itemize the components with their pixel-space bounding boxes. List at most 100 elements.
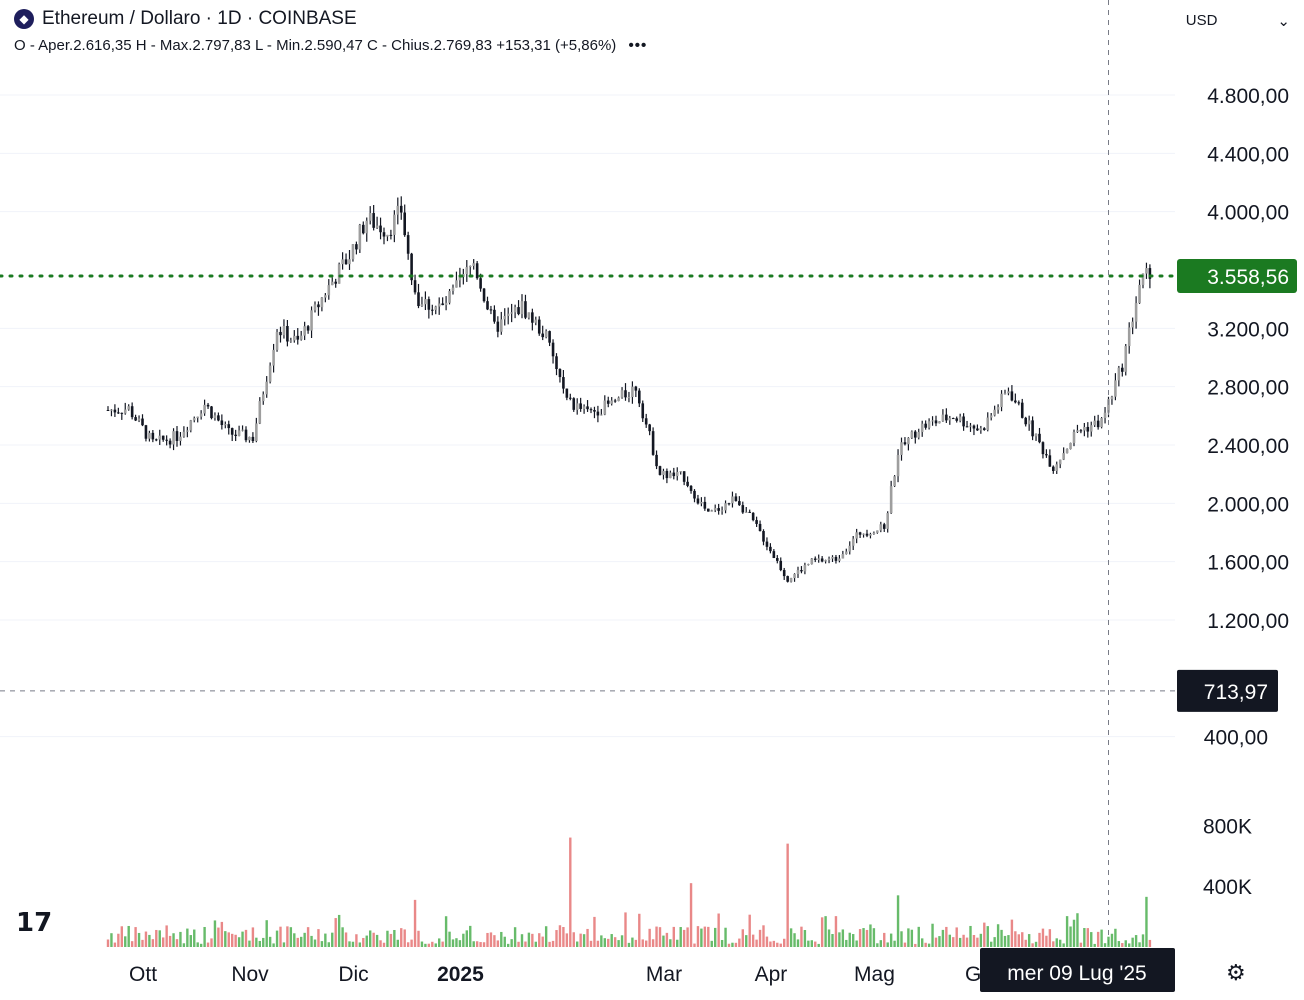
volume-bar	[679, 927, 682, 947]
volume-bar	[1086, 928, 1089, 947]
gear-icon[interactable]: ⚙	[1226, 960, 1246, 985]
crosshair-date-badge	[980, 948, 1175, 992]
candle-body	[513, 307, 517, 313]
volume-tick-label: 400K	[1203, 876, 1252, 899]
time-tick-label: Mar	[646, 963, 682, 986]
volume-bar	[1055, 938, 1058, 947]
volume-bar	[717, 913, 720, 947]
volume-bar	[996, 924, 1000, 947]
candle-body	[579, 403, 582, 409]
candle-body	[1072, 431, 1076, 443]
candle-body	[565, 388, 569, 398]
volume-bar	[455, 938, 458, 947]
volume-bar	[1076, 913, 1079, 947]
volume-bar	[151, 939, 155, 947]
candle-body	[765, 541, 769, 547]
candle-body	[1045, 454, 1048, 456]
volume-bar	[1065, 916, 1069, 947]
candle-body	[344, 259, 348, 265]
volume-bar	[593, 916, 596, 947]
volume-bar	[1148, 939, 1152, 947]
candle-body	[810, 558, 814, 565]
volume-bar	[1062, 943, 1065, 947]
candle-body	[220, 420, 224, 426]
volume-bar	[165, 925, 168, 947]
volume-bar	[320, 941, 324, 947]
currency-selector[interactable]: USD ⌄	[1186, 12, 1290, 30]
candle-body	[610, 400, 613, 404]
candle-body	[355, 244, 358, 250]
more-options-button[interactable]: •••	[628, 37, 648, 54]
candle-body	[479, 278, 482, 289]
volume-bar	[134, 927, 137, 947]
volume-bar	[596, 940, 600, 947]
candle-body	[1020, 402, 1024, 418]
volume-bar	[203, 926, 206, 947]
volume-bar	[337, 914, 341, 947]
volume-bar	[168, 935, 172, 947]
time-axis[interactable]: OttNovDic2025MarAprMagGiu	[129, 963, 998, 986]
volume-bar	[586, 928, 589, 947]
volume-bar	[217, 927, 220, 947]
candle-body	[1096, 420, 1100, 428]
candle-body	[372, 213, 375, 228]
candle-body	[320, 297, 324, 308]
candle-body	[196, 416, 199, 419]
candle-body	[441, 303, 444, 306]
volume-bar	[620, 935, 624, 947]
candle-body	[807, 564, 810, 566]
candle-body	[155, 439, 158, 441]
candle-body	[472, 263, 475, 266]
volume-bar	[855, 940, 858, 947]
volume-bar	[613, 937, 617, 947]
volume-bar	[441, 941, 444, 947]
volume-bar	[793, 933, 796, 947]
volume-bar	[872, 928, 876, 947]
volume-bar	[275, 930, 279, 947]
volume-bar	[444, 916, 448, 947]
volume-bar	[1117, 941, 1121, 947]
price-tick-label: 2.800,00	[1207, 377, 1289, 400]
candle-body	[951, 418, 955, 420]
candle-body	[310, 310, 313, 331]
candle-body	[1100, 418, 1103, 428]
candle-body	[986, 417, 990, 430]
volume-bar	[210, 938, 213, 947]
candle-body	[517, 307, 520, 315]
volume-bar	[224, 931, 227, 947]
volume-bar	[400, 928, 403, 947]
candle-body	[303, 326, 306, 336]
volume-bar	[369, 930, 372, 947]
candle-body	[824, 560, 827, 562]
candle-body	[776, 558, 779, 561]
volume-bar	[617, 940, 620, 947]
volume-bar	[303, 932, 306, 947]
candle-body	[655, 454, 658, 467]
volume-bar	[1021, 932, 1024, 947]
volume-bar	[665, 932, 669, 947]
candle-body	[1038, 433, 1041, 443]
ethereum-icon: ◆	[14, 9, 34, 29]
symbol-title[interactable]: ◆ Ethereum / Dollaro · 1D · COINBASE	[14, 8, 357, 30]
volume-bar	[1000, 929, 1003, 947]
volume-bar	[300, 936, 303, 947]
candle-body	[969, 425, 972, 427]
volume-bar	[910, 929, 914, 947]
candle-body	[631, 386, 634, 398]
volume-bar	[372, 932, 375, 947]
volume-bar	[451, 939, 455, 947]
volume-bar	[924, 942, 927, 947]
price-axis[interactable]: 4.800,00 4.400,00 4.000,00 3.200,00 2.800,00…	[1204, 85, 1289, 750]
candle-body	[1003, 393, 1007, 395]
volume-bar	[631, 937, 634, 947]
volume-bar	[282, 942, 286, 947]
candle-body	[413, 280, 417, 293]
volume-bar	[141, 939, 144, 947]
volume-bar	[358, 942, 362, 947]
candle-body	[641, 403, 645, 419]
volume-bar	[624, 912, 627, 947]
candle-body	[113, 409, 117, 413]
candle-body	[720, 510, 724, 512]
tradingview-logo[interactable]: 17	[16, 908, 53, 938]
